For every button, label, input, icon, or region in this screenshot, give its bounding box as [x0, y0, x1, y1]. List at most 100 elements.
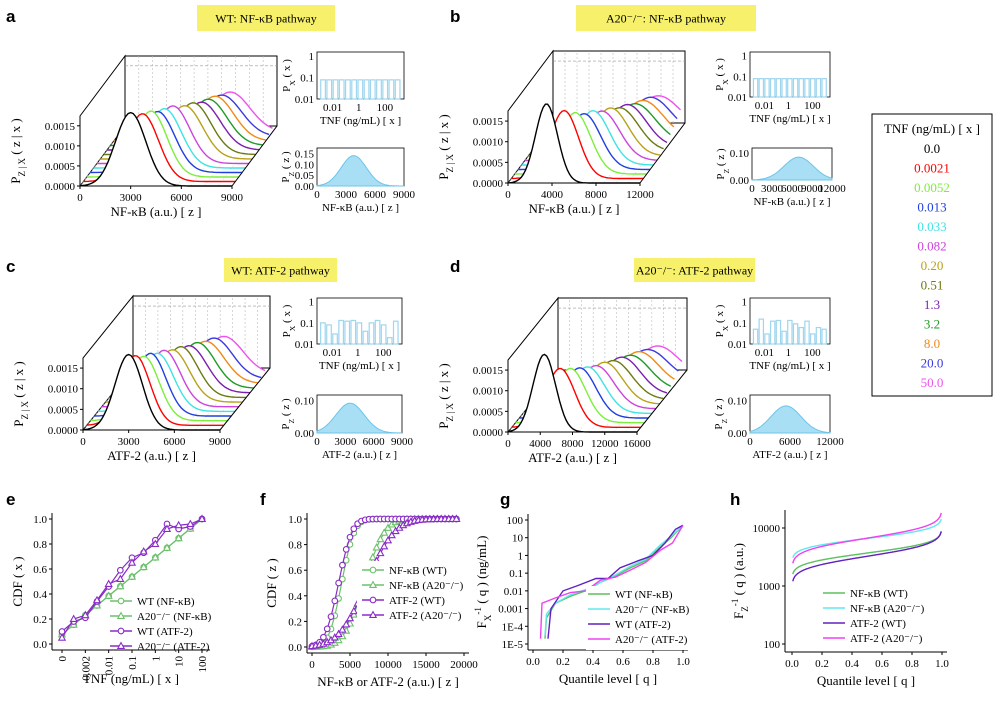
panel-letter-a: a [6, 7, 16, 26]
bar [320, 79, 326, 100]
bar [357, 79, 364, 100]
x-tick-label: 9000 [221, 192, 244, 204]
legend-label: A20⁻/⁻ (NF-κB) [615, 604, 690, 616]
subscript: X [721, 325, 730, 331]
marker-circle [116, 566, 124, 574]
y-tick-label: 0.4 [33, 589, 47, 601]
marker-triangle [376, 548, 385, 557]
y-tick-label: 1E-5 [502, 639, 524, 651]
x-tick-label: 8000 [562, 438, 585, 450]
marker-triangle [349, 606, 358, 615]
marker-triangle [174, 520, 183, 529]
x-tick-label: 12000 [591, 438, 619, 450]
bar [792, 78, 799, 98]
x-tick-label: 6000 [170, 192, 193, 204]
inset-x-tick-label: 0.01 [323, 347, 342, 359]
x-tick-label: 1 [150, 656, 162, 662]
bar [326, 324, 332, 345]
inset-x-tick-label: 0 [314, 436, 320, 448]
inset-y-tick-label: 0.00 [295, 181, 315, 193]
x-tick-label: 0 [77, 192, 83, 204]
text-run: P [11, 420, 26, 427]
panel-letter-f: f [260, 490, 266, 509]
chart-g: Quantile level [ q ]1E-51E-40.0010.010.1… [473, 514, 692, 686]
superscript: -1 [730, 599, 740, 607]
x-tick-label: 3000 [118, 436, 141, 448]
legend-label: NF-κB (WT) [389, 565, 447, 577]
y-tick-label: 0.0000 [45, 181, 76, 193]
bar [758, 318, 765, 345]
marker-triangle [104, 579, 113, 587]
inset-x-tick-label: 0.01 [755, 347, 774, 359]
y-tick-label: 0.6 [33, 564, 47, 576]
inset-x-tick-label: 100 [377, 102, 394, 114]
x-tick-label: 0.002 [80, 656, 92, 681]
marker-circle [327, 613, 335, 620]
bar [320, 322, 326, 345]
x-tick-label: 4000 [529, 438, 552, 450]
y-tick-label: 100 [764, 639, 781, 651]
y-tick-label: 0.0 [288, 642, 302, 654]
x-tick-label: 10000 [374, 659, 402, 671]
bar [388, 79, 395, 100]
y-tick-label: 0.0010 [45, 141, 76, 153]
panel-title: A20⁻/⁻: NF-κB pathway [606, 12, 726, 26]
x-axis-label: Quantile level [ q ] [559, 671, 657, 686]
inset-x-tick-label: 3000 [761, 183, 784, 195]
marker-triangle [116, 641, 126, 649]
inset-y-tick-label: 0.01 [295, 94, 314, 106]
subscript: Z | X [20, 401, 30, 420]
legend-label: ATF-2 (WT) [850, 618, 906, 630]
superscript: -1 [473, 607, 483, 615]
x-tick-label: 12000 [626, 189, 654, 201]
grid-line [207, 367, 258, 431]
text-run: P [281, 86, 293, 92]
panel-title: A20⁻/⁻: ATF-2 pathway [636, 263, 753, 277]
text-run: ( z ) [715, 148, 727, 169]
inset-y-label: PZ ( z ) [713, 398, 729, 430]
inset-y-tick-label: 0.1 [300, 72, 314, 84]
inset-y-tick-label: 1 [309, 51, 315, 63]
inset-x-tick-label: 9000 [801, 183, 824, 195]
inset-x-label: ATF-2 (a.u.) [ z ] [752, 449, 827, 461]
text-run: P [8, 177, 23, 184]
panel-title: WT: ATF-2 pathway [231, 263, 330, 277]
legend-label: NF-κB (A20⁻/⁻) [389, 580, 464, 592]
text-run: P [715, 174, 727, 180]
panel-title-box [576, 5, 756, 31]
bar [338, 319, 345, 345]
x-axis-label: TNF (ng/mL) [ x ] [83, 671, 179, 686]
marker-triangle [368, 580, 378, 588]
x-tick-label: 100 [197, 656, 209, 673]
subscript: Z | X [445, 154, 455, 173]
bar [764, 333, 770, 345]
bar [815, 78, 822, 98]
bar [798, 78, 805, 98]
inset-y-tick-label: 1 [742, 51, 748, 63]
text-run: ( q ) (a.u.) [731, 543, 746, 599]
bar [821, 328, 827, 345]
x-axis-label: ATF-2 (a.u.) [ z ] [528, 450, 617, 465]
text-run: F [731, 612, 746, 619]
marker-triangle [57, 633, 67, 641]
bar [368, 322, 375, 345]
inset-x-tick-label: 0.01 [755, 100, 774, 112]
inset-x-tick-label: 100 [804, 100, 821, 112]
legend-entry: 0.51 [921, 278, 944, 293]
text-run: ( z ) [280, 151, 292, 172]
bar [798, 326, 805, 345]
marker-circle [320, 633, 327, 641]
inset-y-label: PX ( x ) [714, 58, 730, 91]
marker-circle [350, 525, 358, 533]
y-tick-label: 1 [518, 550, 524, 562]
density-area [316, 155, 404, 187]
legend-label: NF-κB (WT) [850, 588, 908, 600]
y-tick-label: 0.0000 [48, 425, 79, 437]
x-tick-label: 0.2 [556, 656, 570, 668]
inset-x-tick-label: 6000 [781, 183, 804, 195]
inset-y-tick-label: 0.1 [300, 318, 314, 330]
text-run: ( x ) [714, 304, 726, 325]
x-tick-label: 6000 [163, 436, 186, 448]
y-tick-label: 0.2 [288, 616, 302, 628]
